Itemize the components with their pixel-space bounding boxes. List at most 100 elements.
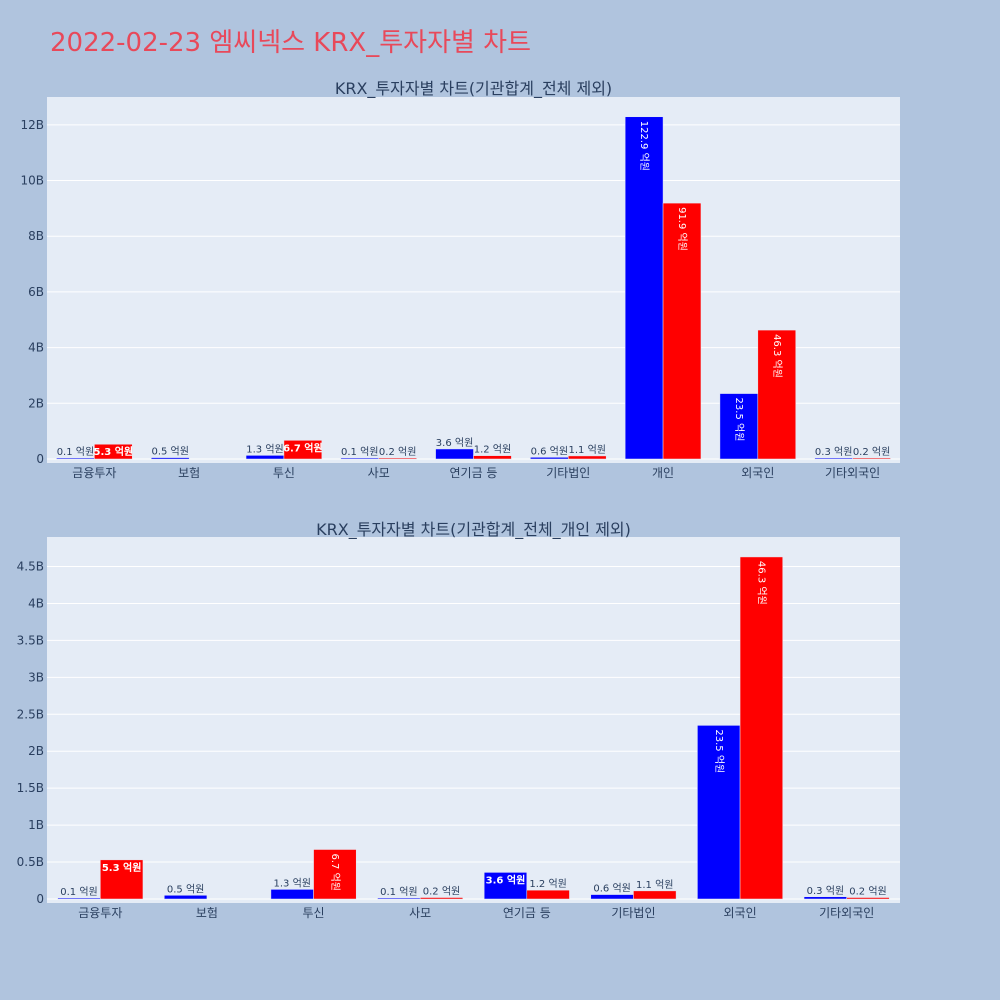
x-tick-label: 연기금 등: [503, 906, 551, 920]
bar: [164, 895, 208, 900]
y-tick-label: 1.5B: [17, 781, 44, 795]
bar: [57, 897, 101, 900]
bar: [377, 897, 421, 900]
x-tick-label: 투신: [273, 466, 295, 480]
bar-data-label: 5.3 억원: [102, 861, 142, 874]
x-tick-label: 투신: [303, 906, 325, 920]
bar: [568, 455, 607, 460]
bar: [100, 859, 144, 900]
bar-data-label: 0.6 억원: [593, 883, 630, 895]
bar: [633, 890, 677, 900]
bar: [245, 455, 285, 460]
x-tick-label: 연기금 등: [450, 466, 498, 480]
chart-title: KRX_투자자별 차트(기관합계_전체 제외): [335, 79, 612, 99]
bar-data-label: 5.3 억원: [94, 445, 134, 458]
bar: [56, 457, 95, 460]
bar-data-label: 3.6 억원: [486, 873, 526, 886]
bar-data-label: 0.1 억원: [380, 886, 417, 898]
bar: [283, 440, 323, 460]
bar-data-label: 1.2 억원: [529, 878, 566, 890]
bar: [530, 457, 569, 460]
x-tick-label: 외국인: [724, 906, 757, 920]
bar-data-label: 1.3 억원: [273, 877, 310, 889]
bar: [662, 202, 702, 460]
bar: [340, 457, 379, 460]
bar: [270, 889, 314, 900]
bar: [473, 455, 512, 460]
bar: [435, 448, 474, 460]
x-tick-label: 보험: [178, 466, 200, 480]
y-tick-label: 4B: [28, 341, 44, 355]
x-tick-label: 기타외국인: [819, 906, 874, 920]
bar-data-label: 0.3 억원: [815, 446, 852, 458]
bar: [313, 849, 357, 900]
bar: [151, 457, 190, 460]
bar-data-label: 6.7 억원: [283, 441, 323, 454]
y-tick-label: 4.5B: [17, 560, 44, 574]
x-tick-label: 사모: [409, 906, 431, 920]
bar: [803, 896, 847, 900]
bar-data-label: 0.1 억원: [341, 446, 378, 458]
x-tick-label: 사모: [368, 466, 390, 480]
x-tick-label: 금융투자: [78, 906, 122, 920]
y-tick-label: 2B: [28, 396, 44, 410]
bar-data-label: 0.2 억원: [849, 886, 886, 898]
bar-data-label: 0.2 억원: [379, 446, 416, 458]
bar-data-label: 0.3 억원: [807, 885, 844, 897]
x-tick-label: 기타법인: [611, 906, 655, 920]
chart-title: KRX_투자자별 차트(기관합계_전체_개인 제외): [316, 520, 631, 540]
bar-data-label: 0.2 억원: [853, 446, 890, 458]
page-title: 2022-02-23 엠씨넥스 KRX_투자자별 차트: [50, 28, 532, 58]
bar-data-label: 1.3 억원: [246, 443, 283, 455]
chart-2: 0 0.5B 1B 1.5B 2B 2.5B 3B 3.5B 4B 4.5B KRX_투자자별 차트…: [17, 520, 900, 920]
bar: [852, 457, 891, 460]
y-tick-label: 8B: [28, 229, 44, 243]
bar: [483, 872, 528, 900]
bar-data-label: 46.3 억원: [771, 334, 783, 378]
y-tick-label: 4B: [28, 596, 44, 610]
bar-data-label: 0.1 억원: [57, 446, 94, 458]
y-tick-label: 3.5B: [17, 633, 44, 647]
y-tick-label: 10B: [20, 174, 44, 188]
bar-data-label: 122.9 억원: [638, 121, 650, 171]
y-tick-label: 3B: [28, 670, 44, 684]
bar: [697, 725, 741, 900]
bar-data-label: 0.2 억원: [423, 886, 460, 898]
bar-data-label: 46.3 억원: [755, 561, 767, 605]
chart-1: 0 2B 4B 6B 8B 10B 12B KRX_투자자별 차트(기관합계_전체 제외) 금융…: [20, 79, 900, 480]
bar: [419, 897, 464, 900]
bar-data-label: 0.1 억원: [60, 886, 97, 898]
x-tick-label: 기타외국인: [825, 466, 880, 480]
y-tick-label: 2B: [28, 744, 44, 758]
bar: [526, 889, 570, 900]
y-tick-label: 0: [36, 452, 44, 466]
bar-data-label: 1.1 억원: [636, 879, 673, 891]
bar-data-label: 1.2 억원: [474, 444, 511, 456]
bar-data-label: 0.5 억원: [167, 883, 204, 895]
x-tick-label: 기타법인: [546, 466, 590, 480]
bar-data-label: 1.1 억원: [568, 444, 605, 456]
x-tick-label: 금융투자: [72, 466, 116, 480]
x-tick-label: 개인: [652, 466, 674, 480]
bar-data-label: 6.7 억원: [329, 854, 341, 891]
bar-data-label: 3.6 억원: [436, 437, 473, 449]
y-tick-label: 0.5B: [17, 855, 44, 869]
y-tick-label: 1B: [28, 818, 44, 832]
bar-data-label: 91.9 억원: [676, 207, 688, 251]
bar-data-label: 23.5 억원: [733, 398, 745, 442]
bar: [94, 443, 133, 460]
y-tick-label: 6B: [28, 285, 44, 299]
bar: [378, 457, 417, 460]
bar: [719, 393, 759, 460]
y-tick-label: 2.5B: [17, 707, 44, 721]
bar-data-label: 0.6 억원: [531, 445, 568, 457]
y-tick-label: 12B: [20, 118, 44, 132]
bar: [757, 329, 796, 460]
y-tick-label: 0: [36, 892, 44, 906]
x-tick-label: 외국인: [741, 466, 774, 480]
bar-data-label: 23.5 억원: [713, 729, 725, 773]
bar-data-label: 0.5 억원: [151, 446, 188, 458]
bar: [624, 116, 664, 460]
x-tick-label: 보험: [196, 906, 218, 920]
